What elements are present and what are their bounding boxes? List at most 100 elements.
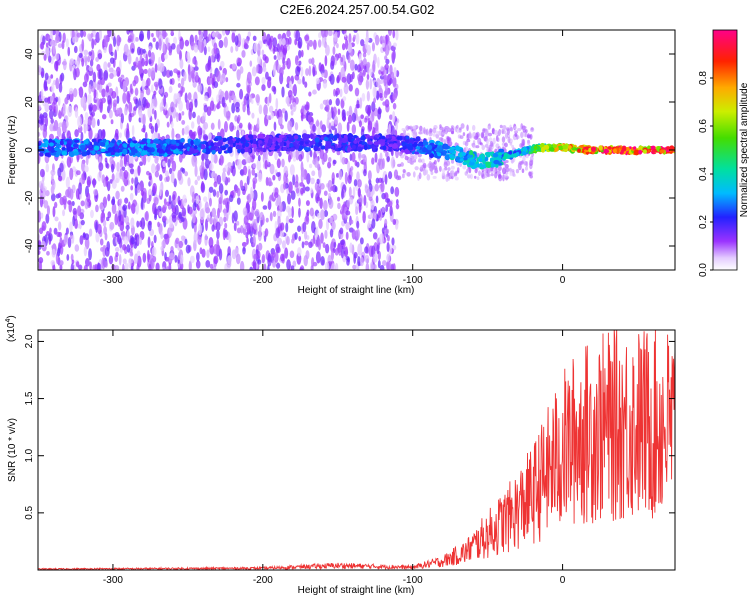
spectrogram-cell [99, 202, 103, 210]
spectrogram-cell [354, 63, 358, 71]
spectrogram-cell [193, 231, 198, 244]
snr-y-tick-label: 1.5 [24, 391, 35, 405]
spectrogram-cell [325, 243, 330, 254]
spectrogram-cell [209, 216, 213, 225]
spectrogram-cell [479, 163, 483, 168]
spectrogram-cell [305, 200, 310, 206]
spectrogram-cell [331, 221, 336, 230]
spectrogram-cell [166, 151, 174, 155]
spectrogram-cell [52, 206, 56, 218]
spectrogram-cell [445, 175, 449, 183]
spectrogram-cell [386, 235, 390, 242]
spectrogram-cell [303, 146, 309, 151]
spectrogram-cell [429, 128, 433, 133]
spectrogram-cell [38, 131, 41, 137]
spectrogram-cell [448, 176, 452, 180]
spectrogram-cell [353, 253, 357, 265]
spectrogram-cell [379, 79, 384, 84]
spectrogram-cell [316, 196, 321, 202]
spectrogram-cell [177, 251, 181, 261]
spectrogram-cell [474, 168, 478, 174]
spectrogram-cell [78, 264, 83, 270]
spectrogram-cell [216, 190, 220, 198]
spectrogram-cell [420, 168, 424, 172]
spectrogram-cell [383, 75, 387, 87]
spectrogram-cell [504, 142, 508, 148]
spectrogram-cell [401, 173, 405, 179]
spectrogram-cell [102, 219, 107, 227]
spectrogram-cell [364, 38, 369, 50]
spectrogram-cell [412, 171, 416, 178]
spectrogram-cell [86, 192, 91, 203]
spectrogram-cell [395, 203, 400, 210]
spectrogram-cell [193, 145, 198, 150]
spectrogram-cell [176, 44, 181, 55]
spectrogram-cell [429, 153, 435, 159]
spectrogram-cell [522, 127, 526, 131]
spectrogram-y-tick-label: 40 [24, 48, 35, 60]
spectrogram-cell [323, 200, 328, 211]
snr-multiplier-exp: 4 [5, 319, 12, 323]
spectrogram-cell [83, 73, 89, 83]
spectrogram-cell [320, 232, 324, 244]
spectrogram-cell [280, 222, 285, 231]
spectrogram-cell [175, 112, 179, 123]
spectrogram-cell [193, 44, 199, 53]
spectrogram-cell [54, 216, 59, 222]
spectrogram-cell [101, 88, 106, 98]
spectrogram-cell [230, 165, 234, 174]
spectrogram-cell [102, 196, 108, 208]
spectrogram-cell [205, 63, 210, 72]
spectrogram-cell [607, 146, 612, 150]
spectrogram-cell [208, 132, 212, 140]
spectrogram-cell [254, 76, 260, 86]
spectrogram-cell [340, 66, 346, 79]
spectrogram-cell [426, 174, 431, 181]
spectrogram-cell [162, 215, 167, 222]
spectrogram-cell [272, 174, 276, 181]
spectrogram-cell [92, 104, 97, 112]
spectrogram-cell [454, 176, 459, 181]
spectrogram-cell [250, 186, 253, 197]
spectrogram-cell [181, 86, 185, 93]
spectrogram-cell [57, 247, 61, 257]
spectrogram-cell [348, 105, 353, 117]
spectrogram-cell [274, 187, 279, 196]
spectrogram-cell [349, 242, 353, 253]
spectrogram-cell [214, 31, 220, 38]
spectrogram-cell [511, 144, 515, 149]
spectrogram-cell [248, 134, 253, 139]
spectrogram-cell [257, 133, 264, 140]
spectrogram-cell [426, 144, 433, 151]
spectrogram-cell [167, 158, 171, 168]
spectrogram-cell [193, 140, 200, 147]
spectrogram-cell [108, 67, 114, 73]
spectrogram-cell [388, 147, 392, 152]
spectrogram-cell [229, 121, 234, 132]
spectrogram-cell [338, 169, 343, 181]
spectrogram-cell [301, 133, 308, 139]
spectrogram-cell [276, 110, 280, 119]
spectrogram-cell [324, 55, 328, 67]
spectrogram-cell [361, 92, 366, 102]
spectrogram-cell [374, 134, 381, 138]
spectrogram-cell [337, 202, 341, 210]
spectrogram-cell [355, 206, 359, 216]
spectrogram-cell [181, 120, 186, 125]
spectrogram-cell [277, 33, 282, 40]
spectrogram-cell [56, 126, 62, 138]
spectrogram-cell [257, 172, 263, 183]
spectrogram-cell [130, 265, 134, 270]
spectrogram-cell [67, 237, 72, 249]
spectrogram-cell [234, 101, 240, 109]
spectrogram-cell [73, 151, 79, 156]
spectrogram-cell [269, 163, 275, 175]
spectrogram-cell [339, 88, 343, 98]
spectrogram-cell [154, 208, 159, 216]
spectrogram-cell [392, 263, 396, 270]
spectrogram-cell [132, 80, 137, 87]
spectrogram-cell [49, 227, 52, 234]
spectrogram-cell [287, 193, 292, 205]
spectrogram-cell [327, 156, 332, 163]
